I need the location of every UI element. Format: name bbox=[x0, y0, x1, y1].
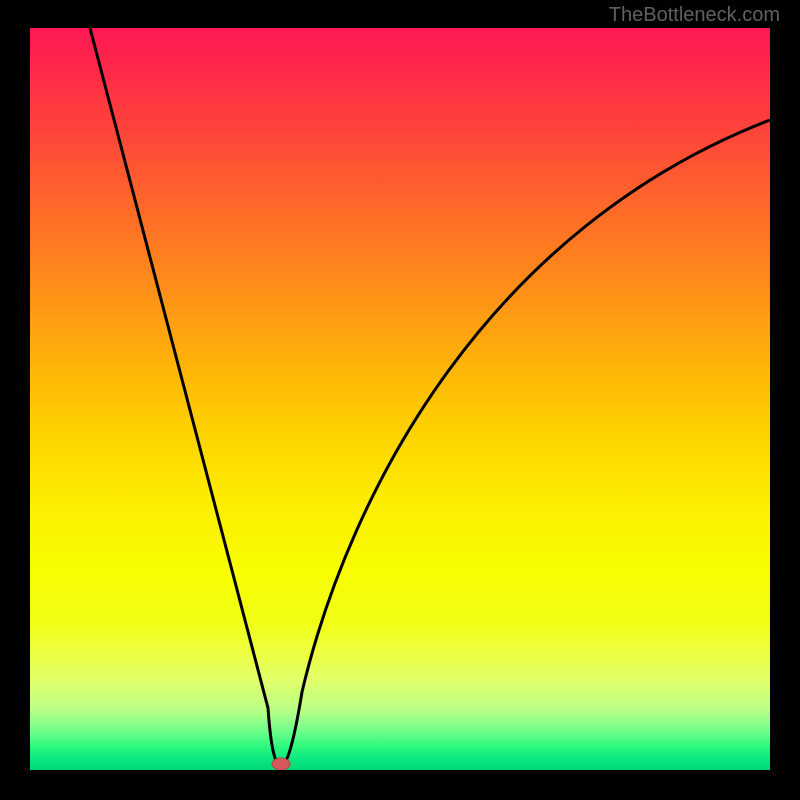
watermark-text: TheBottleneck.com bbox=[609, 4, 780, 27]
optimal-point-marker bbox=[272, 758, 290, 770]
bottleneck-chart bbox=[30, 28, 770, 770]
bottleneck-curve bbox=[30, 28, 770, 770]
